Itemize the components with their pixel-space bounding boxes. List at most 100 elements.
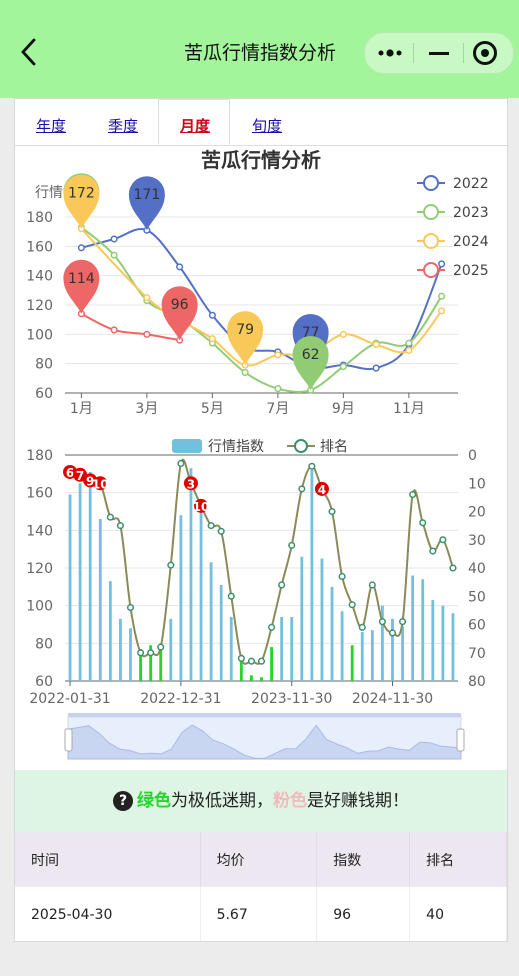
legend-bar-swatch (172, 439, 202, 453)
right-tick-label: 70 (468, 646, 486, 662)
value-pin: 172 (63, 174, 100, 229)
rank-badge-label: 7 (76, 469, 84, 483)
series-line-2025 (80, 312, 180, 342)
zoom-handle-left[interactable] (64, 728, 73, 752)
x-tick-label: 11月 (393, 401, 425, 417)
rank-point (439, 536, 447, 544)
left-tick-label: 60 (35, 674, 53, 690)
index-bar (431, 600, 435, 681)
active-tab-box (158, 99, 230, 145)
data-table: 时间 均价 指数 排名 2025-04-30 5.67 96 40 (15, 832, 507, 941)
cell-price: 5.67 (200, 887, 318, 941)
rank-point (116, 522, 124, 530)
rank-point (268, 623, 276, 631)
minimize-icon[interactable] (429, 52, 449, 55)
tab-quarter[interactable]: 季度 (108, 117, 139, 135)
x-tick-label: 2023-11-30 (251, 691, 332, 707)
rank-point (237, 654, 245, 662)
right-tick-label: 40 (468, 561, 486, 577)
rank-badge-label: 9 (86, 474, 94, 488)
data-point (438, 260, 446, 268)
index-bar (370, 630, 374, 681)
index-bar (219, 584, 223, 681)
rank-point (328, 507, 336, 516)
record-target-icon[interactable] (473, 41, 497, 65)
capsule-divider (463, 43, 464, 63)
chevron-left-icon[interactable] (14, 34, 44, 70)
cell-time: 2025-04-30 (15, 887, 201, 941)
index-bar (149, 645, 153, 681)
question-circle-icon[interactable]: ? (113, 791, 133, 811)
data-point (176, 263, 184, 271)
rank-badge-label: 3 (187, 477, 195, 491)
data-point (274, 351, 282, 359)
data-point (372, 364, 380, 372)
x-tick-label: 1月 (70, 401, 93, 417)
green-word: 绿色 (137, 791, 171, 811)
index-bar (189, 468, 193, 681)
y-tick-label: 140 (26, 269, 53, 285)
rank-point (167, 561, 175, 569)
y-tick-label: 160 (26, 239, 53, 255)
data-point (143, 294, 151, 302)
index-bar (250, 675, 253, 681)
legend-line-marker (294, 439, 308, 453)
index-bar (300, 556, 304, 681)
index-bar (401, 626, 404, 681)
index-bar (78, 483, 82, 681)
pin-label: 62 (302, 347, 320, 363)
left-tick-label: 80 (35, 636, 53, 652)
pin-shape (292, 336, 329, 391)
data-point (438, 307, 446, 315)
rank-point (308, 462, 316, 470)
rank-point (298, 485, 306, 493)
y-tick-label: 60 (35, 386, 53, 402)
tab-month[interactable]: 月度 (180, 117, 211, 135)
index-bar (421, 579, 425, 681)
left-tick-label: 180 (26, 448, 53, 464)
data-point (143, 330, 151, 338)
value-pin: 171 (128, 176, 165, 231)
rank-point (429, 547, 437, 555)
col-header-price: 均价 (200, 832, 318, 887)
right-tick-label: 60 (468, 618, 486, 634)
value-pin: 79 (227, 311, 264, 366)
data-point (208, 335, 216, 343)
pin-shape (161, 286, 198, 341)
rank-badge (183, 476, 198, 491)
table-row: 2025-04-30 5.67 96 40 (15, 887, 507, 941)
pin-shape (227, 311, 264, 366)
index-bar (108, 581, 112, 681)
rank-point (399, 618, 407, 626)
rank-badge-label: 4 (318, 483, 326, 497)
index-bar (280, 616, 284, 681)
index-rank-chart: 行情指数 排名 60 80 100 120 140 160 180 0 10 20 30 40 50 60 70… (26, 439, 486, 760)
legend-marker (423, 262, 439, 278)
tab-dekad[interactable]: 旬度 (252, 117, 283, 135)
right-tick-label: 20 (468, 505, 486, 521)
index-bar (350, 645, 354, 681)
index-bar (239, 654, 243, 681)
index-bar (229, 616, 233, 681)
data-point (110, 251, 118, 259)
data-point (110, 326, 118, 334)
zoom-handle-right[interactable] (456, 728, 465, 752)
chart-title: 苦瓜行情分析 (201, 148, 321, 172)
index-bar (441, 605, 445, 681)
index-bar (340, 611, 344, 681)
legend-label-index: 行情指数 (208, 439, 264, 455)
rank-badge-label: 10 (193, 500, 210, 514)
index-bar (411, 575, 415, 681)
pin-shape (63, 174, 100, 229)
more-dots-icon[interactable] (375, 42, 405, 64)
rank-badge-label: 6 (66, 466, 74, 480)
pin-label: 79 (236, 322, 254, 338)
x-tick-label: 9月 (332, 401, 355, 417)
tab-year[interactable]: 年度 (36, 117, 67, 135)
right-tick-label: 30 (468, 533, 486, 549)
col-header-time: 时间 (15, 832, 201, 887)
legend-marker (423, 204, 439, 220)
cell-index: 96 (316, 887, 411, 941)
zoom-slider-bar (68, 713, 461, 717)
x-tick-label: 2024-11-30 (352, 691, 433, 707)
